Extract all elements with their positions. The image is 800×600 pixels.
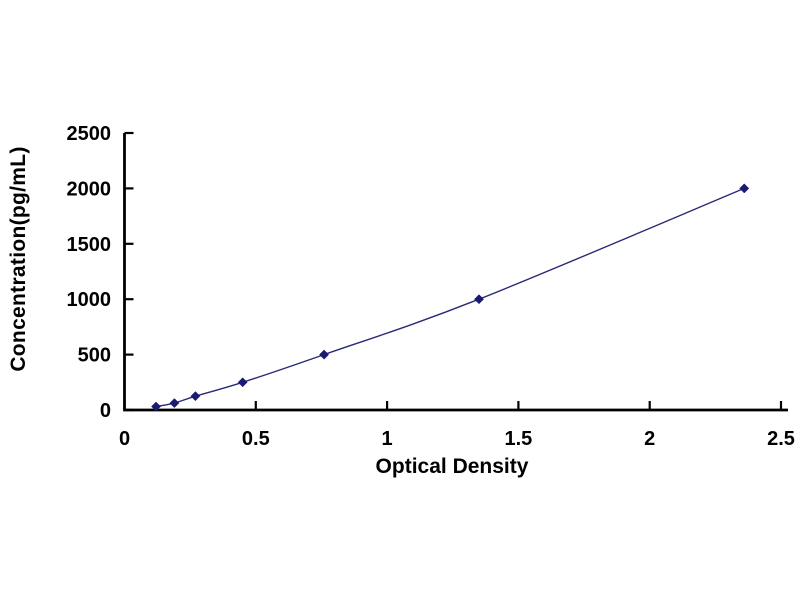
x-tick-label: 0.5 <box>242 428 270 450</box>
x-tick-label: 2.5 <box>767 428 795 450</box>
y-tick-label: 0 <box>100 400 111 422</box>
data-point-marker <box>169 398 180 409</box>
y-tick-label: 1000 <box>67 289 112 311</box>
data-point-marker <box>151 401 161 412</box>
data-point-marker <box>319 349 330 360</box>
x-tick-label: 1 <box>382 428 393 450</box>
data-point-marker <box>237 377 248 388</box>
x-tick-label: 1.5 <box>504 428 532 450</box>
y-tick-label: 500 <box>78 345 111 367</box>
data-point-marker <box>474 294 484 305</box>
data-point-marker <box>739 183 750 194</box>
axis-lines <box>123 133 788 412</box>
x-axis-title: Optical Density <box>375 455 529 478</box>
data-point-marker <box>190 391 201 402</box>
y-axis-title: Concentration(pg/mL) <box>7 146 30 372</box>
y-tick-label: 1500 <box>67 234 112 256</box>
y-tick-label: 2500 <box>67 123 112 145</box>
x-tick-label: 0 <box>119 428 130 450</box>
x-tick-label: 2 <box>644 428 655 450</box>
series-line <box>155 187 745 408</box>
y-tick-label: 2000 <box>67 178 112 200</box>
